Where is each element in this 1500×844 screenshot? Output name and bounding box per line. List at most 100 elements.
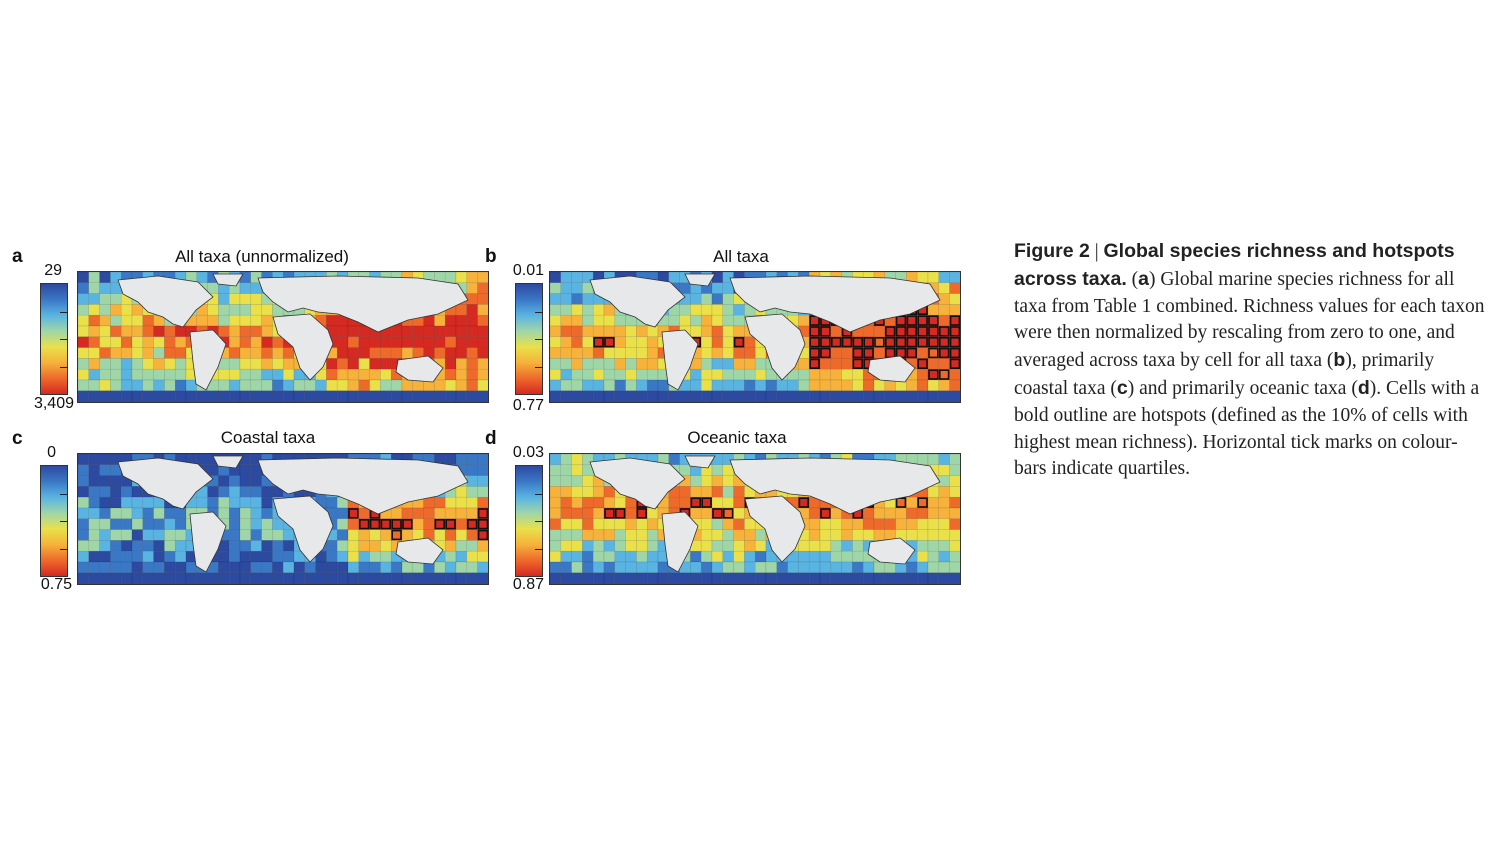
map-cell [401,325,414,338]
map-cell [131,496,144,509]
map-cell [477,486,488,498]
quartile-tick [535,366,543,368]
map-cell [603,314,616,327]
map-cell [455,325,468,338]
map-cell [550,293,562,305]
map-cell [808,390,821,402]
map-cell [679,282,691,294]
map-cell [614,390,626,402]
map-cell [603,518,616,530]
map-cell [927,550,940,563]
hotspot-outline [830,337,842,348]
map-cell [218,325,230,338]
map-cell [455,314,468,327]
quartile-tick [60,311,68,313]
map-cell [196,496,208,509]
map-cell [466,347,478,359]
map-cell [174,507,187,520]
map-cell [88,368,100,381]
map-cell [916,390,929,402]
map-cell [690,550,702,563]
map-cell [744,379,756,392]
caption-text: ). Cells with a bold outline are hotspot… [1014,377,1480,480]
map-cell [754,390,767,402]
map-cell [582,540,594,552]
map-cell [700,561,713,574]
map-cell [455,347,468,359]
map-cell [571,507,583,520]
map-cell [754,550,767,563]
map-cell [927,507,940,520]
map-cell [174,540,187,552]
map-cell [560,561,572,574]
map-cell [78,293,90,305]
map-cell [99,272,111,284]
map-cell [938,454,950,466]
map-cell [733,561,745,574]
map-cell [711,561,724,574]
map-cell [390,572,403,584]
map-cell [582,293,594,305]
map-cell [625,368,637,381]
map-cell [733,529,745,541]
map-cell [592,486,605,498]
quartile-tick [535,311,543,313]
map-cell [711,325,724,338]
map-cell [550,390,562,402]
map-cell [326,368,338,381]
map-cell [218,293,230,305]
map-cell [873,390,886,402]
map-cell [228,561,241,574]
map-cell [571,464,583,476]
map-cell [592,379,605,392]
map-cell [423,507,435,520]
map-cell [592,368,605,381]
map-cell [466,529,478,541]
map-cell [218,486,230,498]
map-cell [679,464,691,476]
hotspot-outline [917,497,928,508]
map-cell [582,368,594,381]
map-cell [326,390,338,402]
map-cell [228,293,241,305]
map-cell [261,304,273,316]
map-cell [571,572,583,584]
hotspot-outline [917,326,928,337]
map-cell [369,347,381,359]
map-cell [550,282,562,294]
map-cell [99,464,111,476]
caption-ref-d: d [1357,376,1370,399]
hotspot-outline [604,337,615,348]
map-cell [722,475,734,487]
map-cell [916,550,929,563]
map-cell [668,272,680,284]
map-cell [164,550,176,563]
map-cell [336,358,349,370]
map-cell [131,379,144,392]
map-cell [434,347,446,359]
map-cell [455,550,468,563]
map-cell [282,540,295,552]
map-cell [787,572,799,584]
map-cell [819,529,832,541]
map-cell [131,518,144,530]
map-cell [700,518,713,530]
map-cell [88,496,100,509]
map-cell [700,540,713,552]
map-cell [614,325,626,338]
map-cell [239,464,252,476]
map-cell [744,358,756,370]
landmass [661,329,699,391]
map-cell [862,379,875,392]
map-cell [401,347,414,359]
map-cell [423,325,435,338]
map-cell [110,518,122,530]
map-cell [250,379,262,392]
map-cell [636,325,648,338]
map-cell [358,550,370,563]
map-cell [733,518,745,530]
map-cell [293,572,306,584]
map-cell [744,550,756,563]
map-cell [614,518,626,530]
map-cell [110,314,122,327]
